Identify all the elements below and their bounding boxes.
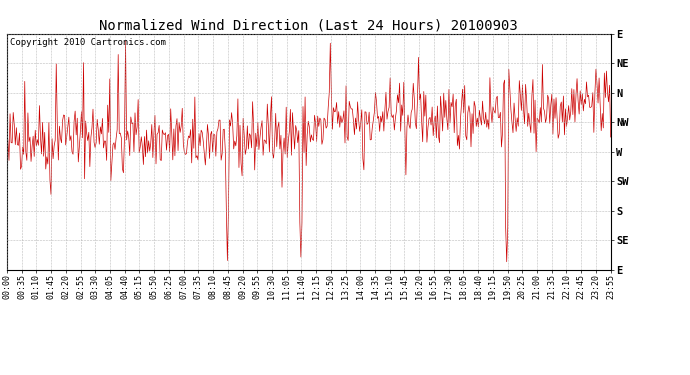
Title: Normalized Wind Direction (Last 24 Hours) 20100903: Normalized Wind Direction (Last 24 Hours… <box>99 19 518 33</box>
Text: Copyright 2010 Cartronics.com: Copyright 2010 Cartronics.com <box>10 39 166 48</box>
